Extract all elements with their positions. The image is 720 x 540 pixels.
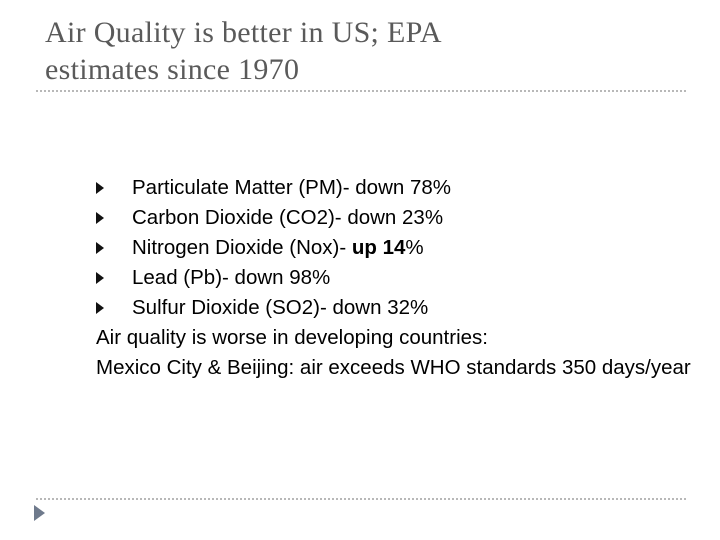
developing-countries-text: Air quality is worse in developing count… (96, 326, 488, 349)
list-item-text: Particulate Matter (PM)- down 78% (132, 176, 452, 199)
list-item-so2: Sulfur Dioxide (SO2)- down 32% (96, 293, 696, 323)
pollutant-list: Particulate Matter (PM)- down 78% Carbon… (96, 173, 696, 323)
triangle-right-icon (96, 212, 104, 224)
list-item-pb: Lead (Pb)- down 98% (96, 263, 696, 293)
list-item-text-suffix: % (405, 236, 424, 259)
list-item-co2: Carbon Dioxide (CO2)- down 23% (96, 203, 696, 233)
top-divider (36, 90, 686, 92)
slide-title: Air Quality is better in US; EPA estimat… (45, 14, 685, 88)
triangle-right-icon (96, 242, 104, 254)
list-item-text: Lead (Pb)- down 98% (132, 266, 331, 289)
nav-arrow-icon[interactable] (34, 505, 45, 521)
title-line-2: estimates since 1970 (45, 53, 300, 86)
slide-body: Particulate Matter (PM)- down 78% Carbon… (96, 173, 696, 383)
cities-text: Mexico City & Beijing: air exceeds WHO s… (96, 356, 691, 379)
triangle-right-icon (96, 272, 104, 284)
triangle-right-icon (96, 182, 104, 194)
list-item-nox: Nitrogen Dioxide (Nox)- up 14% (96, 233, 696, 263)
list-item-text: Carbon Dioxide (CO2)- down 23% (132, 206, 444, 229)
triangle-right-icon (96, 302, 104, 314)
title-line-1: Air Quality is better in US; EPA (45, 16, 442, 49)
list-item-text: Sulfur Dioxide (SO2)- down 32% (132, 296, 429, 319)
list-item-text-emphasis: up 14 (351, 236, 406, 259)
list-item-pm: Particulate Matter (PM)- down 78% (96, 173, 696, 203)
list-item-text-prefix: Nitrogen Dioxide (Nox)- (132, 236, 352, 259)
bottom-divider (36, 498, 686, 500)
